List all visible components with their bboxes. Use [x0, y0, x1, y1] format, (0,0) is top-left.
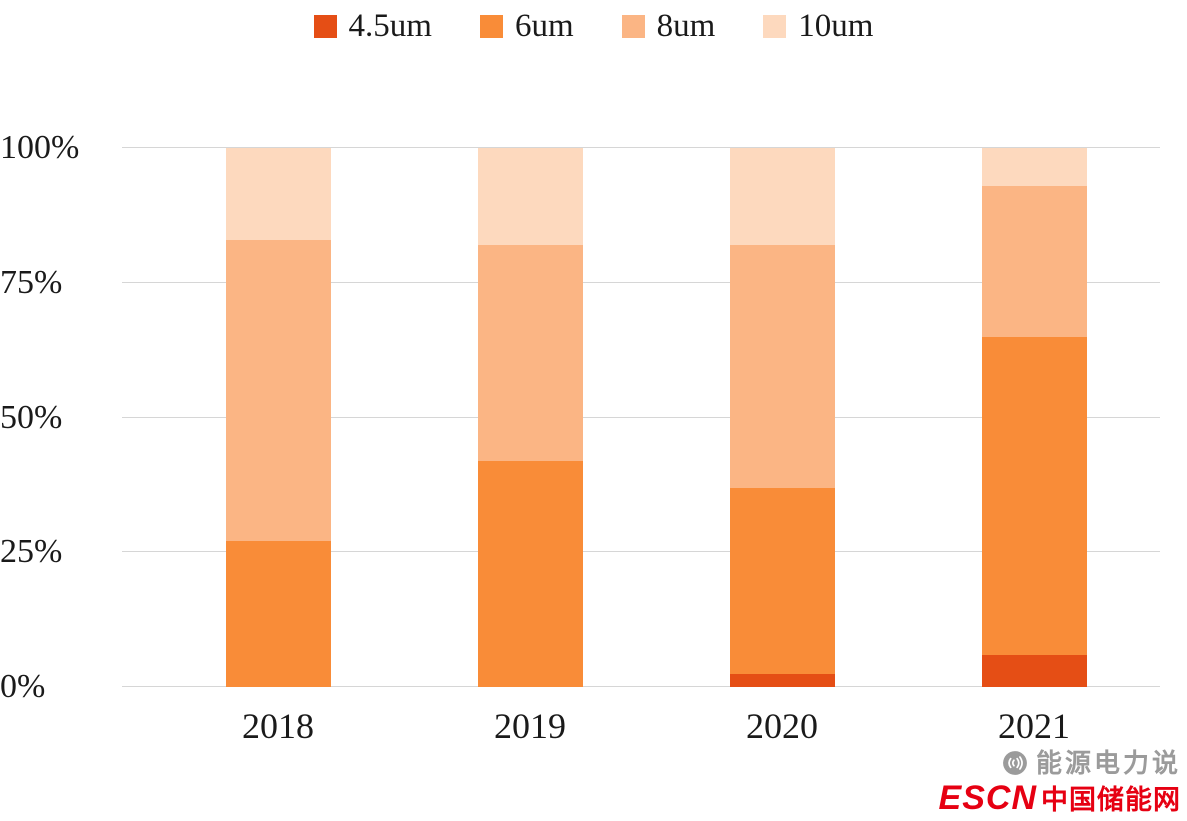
gridline-50 [122, 416, 1160, 418]
y-tick-label-75: 75% [0, 263, 63, 301]
y-axis: 0% 25% 50% 75% 100% [0, 131, 112, 704]
legend-swatch-6um [479, 15, 503, 38]
legend-label-10um: 10um [798, 8, 874, 44]
bar-segment-2018-10um [225, 148, 331, 240]
x-axis: 2018 2019 2020 2021 [152, 705, 1160, 747]
watermark-logo-row: ESCN 中国储能网 [938, 778, 1181, 817]
gridline-100 [122, 147, 1160, 148]
legend-item-10um: 10um [763, 10, 873, 43]
broadcast-logo-icon [1003, 751, 1027, 776]
bar-segment-2019-10um [477, 148, 583, 246]
stacked-bar-2019 [477, 148, 583, 687]
gridline-0 [122, 686, 1160, 687]
watermark: 能源电力说 ESCN 中国储能网 [939, 749, 1181, 817]
stacked-bar-2020 [729, 148, 835, 687]
bar-segment-2020-4.5um [729, 673, 835, 687]
legend-swatch-10um [763, 15, 787, 38]
bar-segment-2021-10um [981, 148, 1087, 186]
x-tick-label-2018: 2018 [242, 706, 314, 746]
watermark-escn-text: ESCN [938, 778, 1037, 817]
bar-segment-2018-6um [225, 541, 331, 687]
y-tick-label-50: 50% [0, 398, 63, 436]
legend: 4.5um 6um 8um 10um [0, 10, 1187, 43]
bar-segment-2021-8um [981, 185, 1087, 337]
bar-segment-2020-8um [729, 245, 835, 488]
legend-item-8um: 8um [621, 8, 716, 44]
y-tick-label-0: 0% [0, 668, 46, 705]
gridline-75 [122, 281, 1160, 283]
x-tick-label-2021: 2021 [998, 706, 1070, 746]
bars [152, 148, 1160, 687]
bar-segment-2021-6um [981, 336, 1087, 655]
y-tick-label-100: 100% [0, 129, 80, 166]
legend-swatch-4.5um [313, 15, 337, 38]
bar-segment-2021-4.5um [981, 654, 1087, 687]
bar-segment-2019-6um [477, 460, 583, 687]
bar-group-2021 [908, 148, 1160, 687]
legend-label-6um: 6um [514, 8, 574, 44]
legend-label-8um: 8um [656, 8, 716, 44]
stacked-bar-2018 [225, 148, 331, 687]
plot-area [122, 147, 1160, 687]
legend-item-6um: 6um [479, 8, 574, 44]
watermark-brand-text: 能源电力说 [1035, 748, 1181, 779]
y-tick-label-25: 25% [0, 533, 63, 571]
watermark-brand-row: 能源电力说 [939, 749, 1181, 778]
watermark-site-text: 中国储能网 [1041, 784, 1181, 815]
x-tick-label-2019: 2019 [494, 706, 566, 746]
bar-group-2020 [656, 148, 908, 687]
bar-segment-2018-8um [225, 239, 331, 542]
bar-group-2018 [152, 148, 404, 687]
legend-item-4.5um: 4.5um [313, 8, 432, 44]
bar-segment-2020-10um [729, 148, 835, 246]
legend-swatch-8um [621, 15, 645, 38]
bar-segment-2020-6um [729, 487, 835, 674]
stacked-bar-2021 [981, 148, 1087, 687]
x-tick-label-2020: 2020 [746, 706, 818, 746]
legend-label-4.5um: 4.5um [348, 8, 432, 44]
bar-group-2019 [404, 148, 656, 687]
gridline-25 [122, 551, 1160, 553]
bar-segment-2019-8um [477, 245, 583, 461]
